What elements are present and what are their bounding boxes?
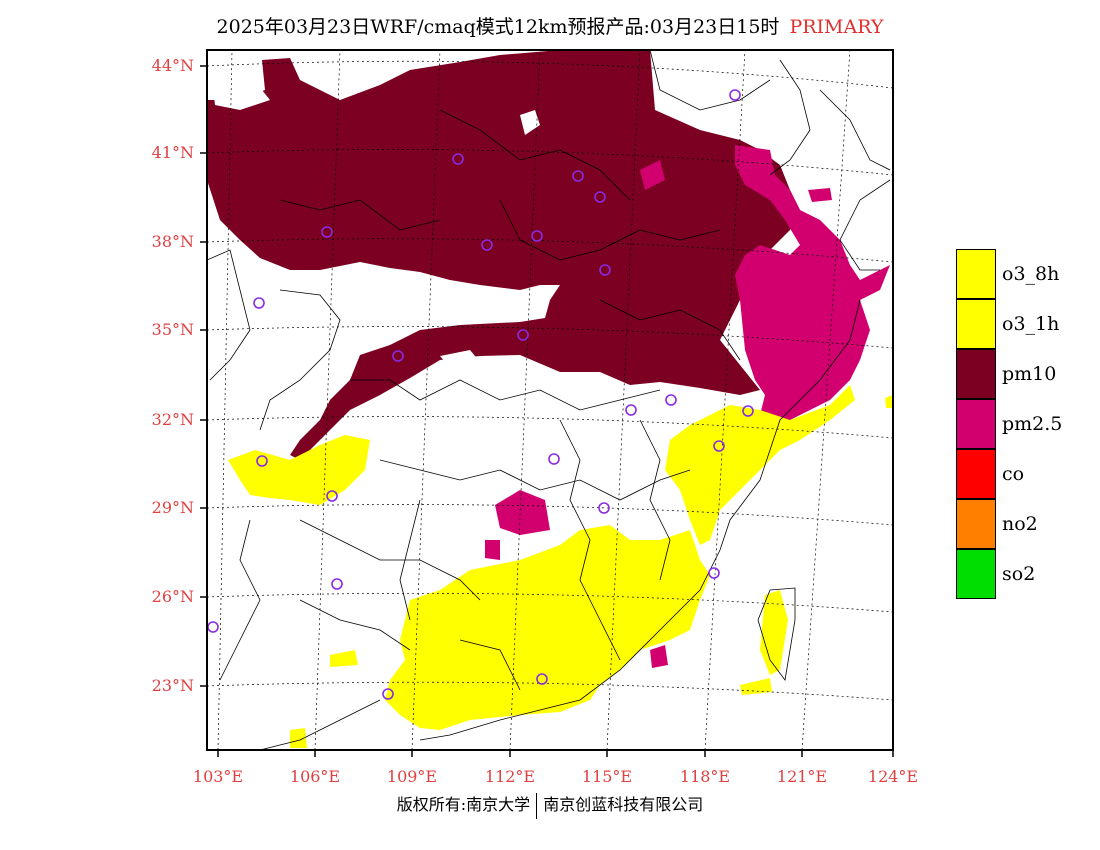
legend-item-no2: no2 (956, 499, 1096, 549)
station-marker (531, 230, 543, 242)
lon-label: 112°E (484, 767, 536, 786)
pm10-region (207, 50, 800, 460)
legend-label: so2 (1002, 563, 1036, 585)
legend-item-pm10: pm10 (956, 349, 1096, 399)
legend-label: o3_1h (1002, 313, 1060, 335)
station-marker (481, 239, 493, 251)
legend-item-o3-1h: o3_1h (956, 299, 1096, 349)
station-marker (382, 688, 394, 700)
lon-label: 106°E (289, 767, 341, 786)
lat-label: 26°N (151, 587, 194, 606)
lat-label: 32°N (151, 410, 194, 429)
station-marker (331, 578, 343, 590)
station-marker (572, 170, 584, 182)
lon-label: 115°E (581, 767, 633, 786)
legend-item-pm25: pm2.5 (956, 399, 1096, 449)
station-marker (598, 502, 610, 514)
axis-ticks (200, 65, 894, 757)
station-marker (665, 394, 677, 406)
pm10-clear-patch (212, 75, 270, 110)
legend-label: pm2.5 (1002, 413, 1063, 435)
title-text: 2025年03月23日WRF/cmaq模式12km预报产品:03月23日15时 (216, 16, 780, 38)
copyright-separator (536, 792, 538, 819)
legend-item-so2: so2 (956, 549, 1096, 599)
pollutant-legend: o3_8h o3_1h pm10 pm2.5 co no2 so2 (956, 249, 1096, 599)
station-marker (713, 440, 725, 452)
o3-region-west (228, 435, 370, 505)
station-marker (708, 567, 720, 579)
lat-label: 38°N (151, 232, 194, 251)
station-marker (321, 226, 333, 238)
legend-swatch (956, 399, 996, 449)
lon-label: 124°E (867, 767, 919, 786)
o3-region-taiwan (760, 590, 788, 675)
lat-label: 23°N (151, 676, 194, 695)
station-marker (548, 453, 560, 465)
lat-label: 44°N (151, 56, 194, 75)
copyright-line: 版权所有:南京大学 南京创蓝科技有限公司 (0, 791, 1100, 819)
graticule (207, 50, 893, 750)
station-marker (392, 350, 404, 362)
station-markers (207, 89, 754, 700)
station-marker (729, 89, 741, 101)
station-marker (536, 673, 548, 685)
legend-label: co (1002, 463, 1025, 485)
pm25-patch (485, 540, 500, 560)
legend-label: no2 (1002, 513, 1038, 535)
legend-label: o3_8h (1002, 263, 1060, 285)
o3-region-south (385, 525, 710, 730)
pm25-patch (808, 188, 832, 202)
lon-label: 109°E (386, 767, 438, 786)
lon-label: 118°E (679, 767, 731, 786)
station-marker (594, 191, 606, 203)
legend-swatch (956, 549, 996, 599)
pm25-region (735, 145, 890, 430)
lon-label: 103°E (192, 767, 244, 786)
lat-label: 35°N (151, 320, 194, 339)
station-marker (253, 297, 265, 309)
station-marker (742, 405, 754, 417)
station-marker (599, 264, 611, 276)
legend-item-o3-8h: o3_8h (956, 249, 1096, 299)
title-tag: PRIMARY (789, 16, 884, 38)
legend-item-co: co (956, 449, 1096, 499)
legend-swatch (956, 249, 996, 299)
station-marker (326, 490, 338, 502)
pm25-patch (495, 490, 550, 535)
o3-patch (885, 395, 893, 408)
o3-patch (290, 728, 307, 748)
legend-label: pm10 (1002, 363, 1057, 385)
station-marker (517, 329, 529, 341)
station-marker (625, 404, 637, 416)
o3-patch (330, 650, 358, 667)
legend-swatch (956, 499, 996, 549)
station-marker (452, 153, 464, 165)
legend-swatch (956, 349, 996, 399)
pm10-clear-patch (520, 110, 540, 135)
lon-label: 121°E (776, 767, 828, 786)
legend-swatch (956, 299, 996, 349)
map-title: 2025年03月23日WRF/cmaq模式12km预报产品:03月23日15时 P… (0, 12, 1100, 39)
copyright-right: 南京创蓝科技有限公司 (543, 795, 704, 814)
pm25-patch (640, 160, 665, 190)
lat-label: 41°N (151, 143, 194, 162)
pm10-clear-patch (440, 350, 480, 368)
map-frame (206, 49, 894, 751)
legend-swatch (956, 449, 996, 499)
copyright-left: 版权所有:南京大学 (396, 795, 531, 814)
station-marker (256, 455, 268, 467)
pm25-patch (650, 645, 668, 668)
lat-label: 29°N (151, 498, 194, 517)
